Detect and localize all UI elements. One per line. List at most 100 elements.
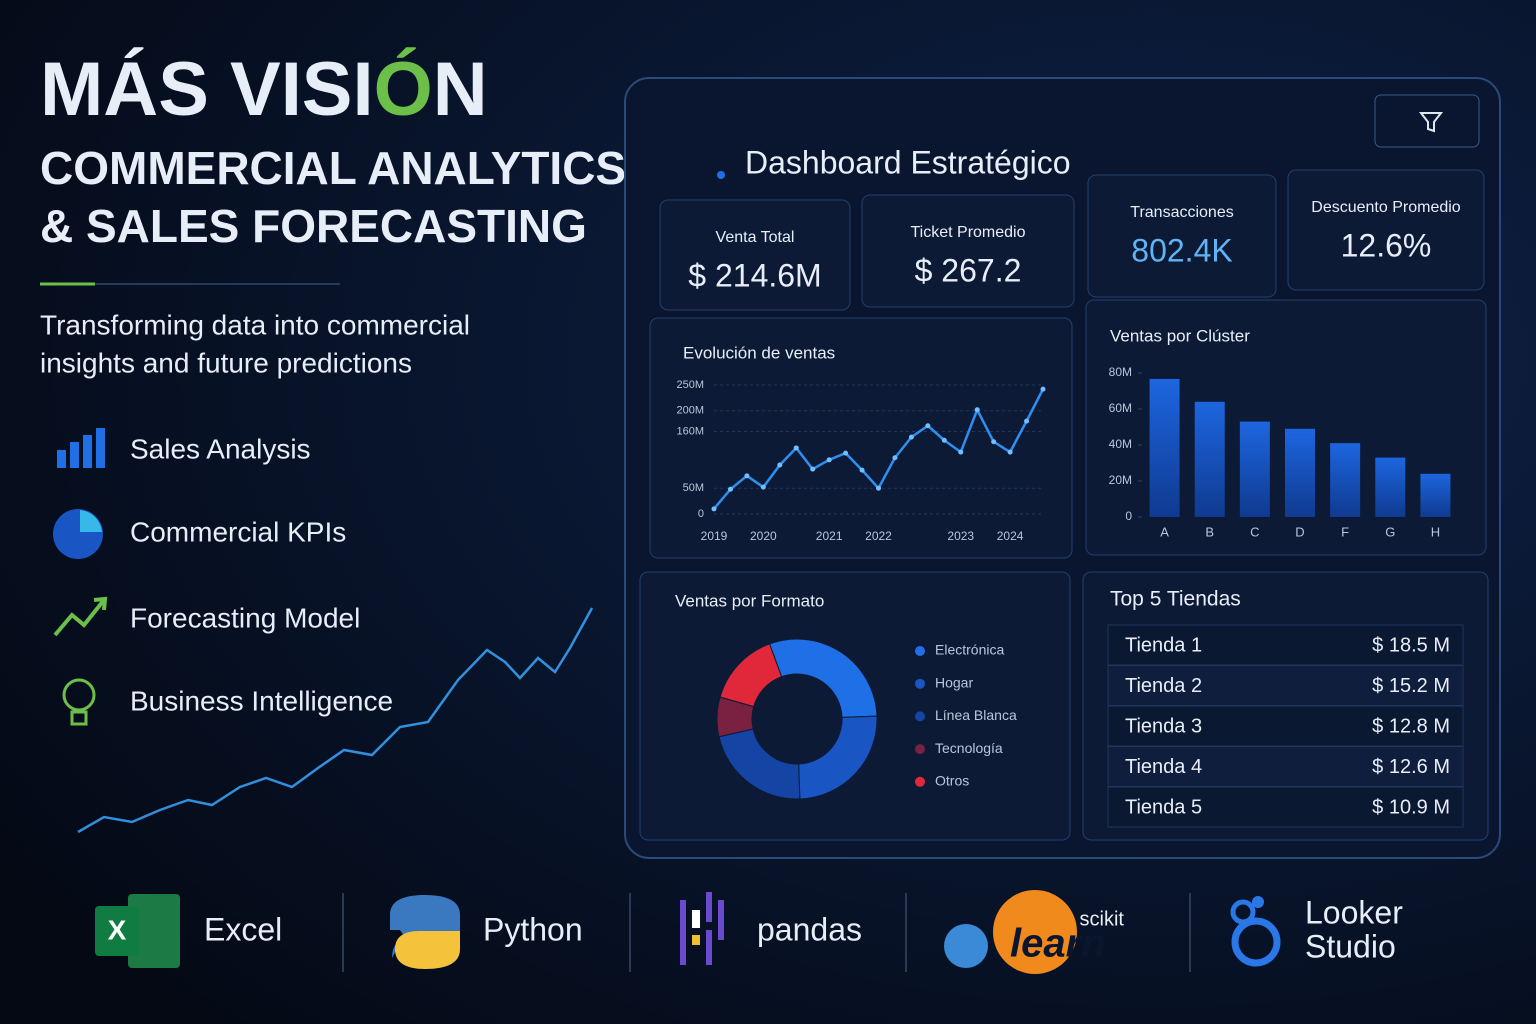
point: [859, 467, 865, 473]
kpi-card: [659, 199, 851, 311]
store-name: Tienda 4: [1125, 756, 1202, 778]
legend-swatch: [915, 678, 925, 689]
subtitle: COMMERCIAL ANALYTICS: [40, 142, 626, 194]
kpi-value: $ 214.6M: [688, 257, 821, 293]
legend-label: Tecnología: [935, 740, 1003, 756]
legend-label: Electrónica: [935, 642, 1004, 658]
table-row: [1107, 665, 1464, 706]
point: [1040, 386, 1046, 392]
store-value: $ 18.5 M: [1372, 634, 1450, 656]
tool-label: Python: [483, 911, 583, 947]
kpi-label: Ticket Promedio: [911, 224, 1026, 241]
point: [727, 486, 733, 492]
kpi-label: Descuento Promedio: [1311, 199, 1461, 216]
point: [744, 473, 750, 479]
y-tick-label: 250M: [676, 379, 704, 391]
point: [908, 434, 914, 440]
x-tick-label: H: [1431, 524, 1440, 539]
legend-label: Línea Blanca: [935, 707, 1017, 723]
kpi-value: $ 267.2: [915, 252, 1022, 288]
point: [793, 445, 799, 451]
bar: [1149, 378, 1180, 517]
feature-label: Forecasting Model: [130, 602, 360, 633]
tagline: insights and future predictions: [40, 347, 412, 378]
legend-label: Otros: [935, 773, 969, 789]
table-row: [1107, 786, 1464, 828]
feature-label: Business Intelligence: [130, 685, 393, 716]
x-tick-label: G: [1385, 524, 1395, 539]
x-tick-label: 2022: [865, 529, 892, 543]
store-name: Tienda 1: [1125, 634, 1202, 656]
point: [941, 437, 947, 443]
point: [843, 450, 849, 456]
subtitle: & SALES FORECASTING: [40, 200, 587, 252]
point: [826, 457, 832, 463]
tool-label: pandas: [757, 911, 862, 947]
point: [876, 485, 881, 491]
feature-icons: [53, 428, 108, 726]
table-row: [1107, 705, 1464, 747]
bar: [1420, 473, 1451, 517]
store-name: Tienda 3: [1125, 715, 1202, 737]
tool-label: Excel: [204, 911, 282, 947]
tool-logos: X: [95, 890, 1281, 974]
legend-swatch: [915, 776, 925, 787]
table-row: [1107, 624, 1464, 666]
bar: [1239, 421, 1270, 517]
x-tick-label: 2024: [997, 529, 1024, 543]
y-tick-label: 60M: [1109, 401, 1132, 415]
point: [810, 466, 816, 472]
chart-title: Evolución de ventas: [683, 343, 835, 362]
filter-button[interactable]: [1374, 94, 1480, 148]
y-tick-label: 160M: [676, 425, 704, 437]
point: [925, 423, 931, 429]
kpi-value: 802.4K: [1131, 232, 1232, 268]
dashboard-title: Dashboard Estratégico: [745, 144, 1071, 180]
title-dot: [717, 171, 725, 179]
x-tick-label: 2019: [701, 529, 728, 543]
x-tick-label: C: [1250, 524, 1259, 539]
kpi-card: [1087, 174, 1277, 298]
tool-label: Looker: [1305, 894, 1403, 930]
store-value: $ 12.8 M: [1372, 715, 1450, 737]
table-title: Top 5 Tiendas: [1110, 588, 1241, 611]
kpi-label: Venta Total: [716, 229, 795, 246]
point: [1007, 449, 1013, 455]
y-tick-label: 20M: [1109, 473, 1132, 487]
point: [958, 449, 964, 455]
legend-swatch: [915, 646, 925, 656]
store-name: Tienda 2: [1125, 675, 1202, 697]
store-value: $ 12.6 M: [1372, 756, 1450, 778]
point: [777, 462, 783, 468]
x-tick-label: 2023: [947, 529, 974, 543]
y-tick-label: 0: [698, 508, 704, 520]
bar: [1194, 401, 1225, 517]
table-row: [1107, 746, 1464, 787]
x-tick-label: 2020: [750, 529, 777, 543]
x-tick-label: F: [1341, 524, 1349, 539]
feature-label: Sales Analysis: [130, 433, 311, 464]
legend-label: Hogar: [935, 674, 973, 690]
tool-label: scikit: [1080, 908, 1125, 930]
decor-trend: [77, 607, 594, 834]
slice: [719, 643, 783, 708]
y-tick-label: 80M: [1109, 365, 1132, 379]
feature-label: Commercial KPIs: [130, 516, 346, 547]
tool-label: learn: [1010, 922, 1106, 966]
point: [711, 506, 717, 512]
store-value: $ 10.9 M: [1372, 796, 1450, 818]
title: MÁS VISIÓN: [40, 47, 488, 132]
chart-panel: [649, 317, 1073, 559]
store-value: $ 15.2 M: [1372, 675, 1450, 697]
svg-text:X: X: [108, 914, 127, 945]
bar: [1330, 443, 1361, 517]
chart-title: Ventas por Formato: [675, 591, 824, 610]
bar: [1375, 457, 1406, 517]
point: [974, 407, 980, 413]
legend-swatch: [915, 711, 925, 722]
x-tick-label: B: [1205, 524, 1214, 539]
tool-label: Studio: [1305, 928, 1396, 964]
tagline: Transforming data into commercial: [40, 309, 470, 340]
